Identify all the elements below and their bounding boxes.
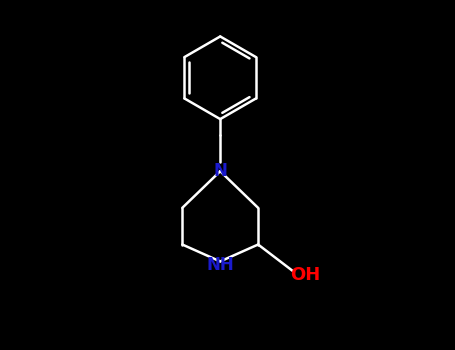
Text: N: N [213,162,227,180]
Text: OH: OH [290,266,320,284]
Text: NH: NH [206,256,234,274]
